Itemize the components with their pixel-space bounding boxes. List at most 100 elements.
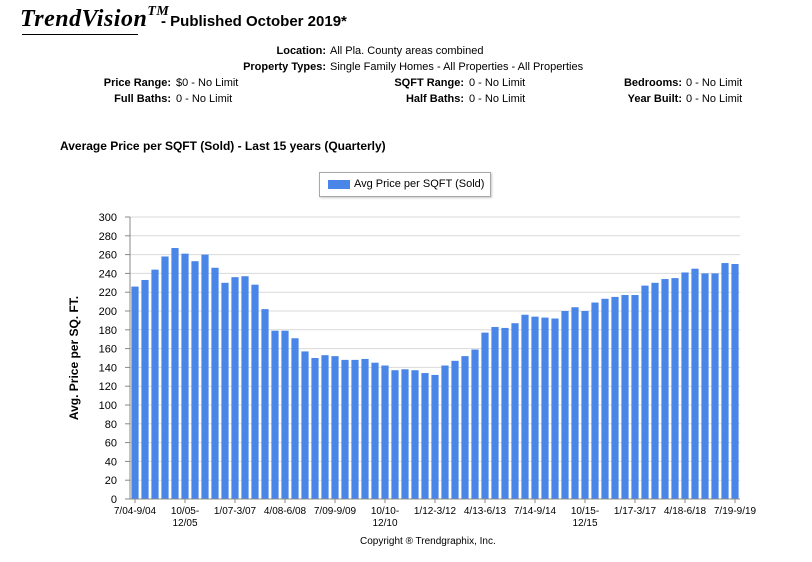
y-tick-label: 20 [105, 475, 117, 487]
bar [241, 276, 249, 499]
bar [621, 295, 629, 499]
chart-bars [131, 248, 739, 499]
y-tick-label: 200 [99, 306, 117, 318]
bar [491, 326, 499, 499]
y-tick-label: 240 [99, 268, 117, 280]
location-label: Location: [276, 45, 327, 57]
x-tick-labels: 7/04-9/04 10/05-12/05 1/07-3/07 4/08-6/08 7/… [114, 499, 757, 529]
x-tick-label: 4/18-6/18 [664, 506, 707, 517]
bar [561, 311, 569, 499]
x-tick-label: 7/04-9/04 [114, 506, 157, 517]
sqft-range-value: 0 - No Limit [469, 77, 526, 89]
y-tick-label: 120 [99, 381, 117, 393]
bar [221, 282, 229, 499]
bar [171, 248, 179, 499]
bar [281, 330, 289, 499]
bar [501, 327, 509, 499]
price-range-value: $0 - No Limit [176, 77, 239, 89]
y-tick-label: 160 [99, 344, 117, 356]
bar [191, 261, 199, 499]
bar [701, 273, 709, 499]
half-baths-label: Half Baths: [405, 93, 464, 105]
bar [671, 278, 679, 499]
bedrooms-label: Bedrooms: [623, 77, 682, 89]
brand-underline [22, 34, 138, 35]
full-baths-label: Full Baths: [114, 93, 171, 105]
bar [521, 314, 529, 499]
chart-title: Average Price per SQFT (Sold) - Last 15 … [60, 139, 386, 153]
bar [431, 374, 439, 499]
bedrooms-value: 0 - No Limit [686, 77, 743, 89]
bar [411, 370, 419, 499]
y-tick-label: 220 [99, 287, 117, 299]
bar [261, 309, 269, 499]
brand-name: TrendVision [20, 6, 148, 32]
bar [481, 332, 489, 499]
chart-legend: Avg Price per SQFT (Sold) [319, 172, 491, 197]
bar [421, 373, 429, 499]
bar [511, 323, 519, 499]
bar [631, 295, 639, 499]
bar [181, 253, 189, 499]
location-value: All Pla. County areas combined [330, 45, 484, 57]
brand-logo: TrendVisionTM [20, 4, 170, 33]
x-tick-label: 10/15-12/15 [571, 506, 599, 529]
y-tick-labels: 0 20 40 60 80 100 120 140 160 180 200 220 240 260 280 3… [99, 212, 117, 506]
y-axis-label: Avg. Price per SQ. FT. [67, 296, 81, 420]
brand-trademark: TM [147, 4, 170, 19]
bar [391, 370, 399, 499]
bar [401, 369, 409, 499]
bar [681, 272, 689, 499]
bar [441, 365, 449, 499]
bar [651, 282, 659, 499]
bar [311, 358, 319, 499]
bar [291, 338, 299, 499]
y-tick-label: 60 [105, 438, 117, 450]
price-range-label: Price Range: [103, 77, 171, 89]
x-tick-label: 7/09-9/09 [314, 506, 357, 517]
bar [131, 286, 139, 499]
bar [301, 351, 309, 499]
bar [551, 318, 559, 499]
y-tick-label: 40 [105, 456, 117, 468]
bar [161, 256, 169, 499]
half-baths-value: 0 - No Limit [469, 93, 526, 105]
x-tick-label: 7/14-9/14 [514, 506, 557, 517]
bar [381, 365, 389, 499]
x-tick-label: 4/08-6/08 [264, 506, 307, 517]
full-baths-value: 0 - No Limit [176, 93, 233, 105]
published-date: - Published October 2019* [161, 13, 347, 30]
bar [201, 254, 209, 499]
x-tick-label: 1/07-3/07 [214, 506, 257, 517]
y-tick-label: 260 [99, 250, 117, 262]
bar [351, 359, 359, 499]
property-types-label: Property Types: [243, 61, 326, 73]
x-tick-label: 1/12-3/12 [414, 506, 457, 517]
bar [461, 356, 469, 499]
sqft-range-label: SQFT Range: [394, 77, 464, 89]
x-tick-label: 1/17-3/17 [614, 506, 657, 517]
bar [151, 269, 159, 499]
property-types-value: Single Family Homes - All Properties - A… [330, 61, 584, 73]
bar [271, 330, 279, 499]
copyright: Copyright ® Trendgraphix, Inc. [360, 536, 496, 547]
bar [721, 263, 729, 499]
bar [321, 355, 329, 499]
bar [571, 307, 579, 499]
bar [231, 277, 239, 499]
bar [541, 317, 549, 499]
x-tick-label: 7/19-9/19 [714, 506, 757, 517]
bar [611, 296, 619, 499]
x-tick-label: 10/05-12/05 [171, 506, 199, 529]
year-built-value: 0 - No Limit [686, 93, 743, 105]
bar [211, 267, 219, 499]
year-built-label: Year Built: [627, 93, 682, 105]
bar [711, 273, 719, 499]
x-tick-label: 4/13-6/13 [464, 506, 507, 517]
y-tick-label: 140 [99, 362, 117, 374]
legend-swatch [328, 180, 350, 189]
bar [581, 311, 589, 499]
bar [141, 279, 149, 499]
bar [691, 268, 699, 499]
